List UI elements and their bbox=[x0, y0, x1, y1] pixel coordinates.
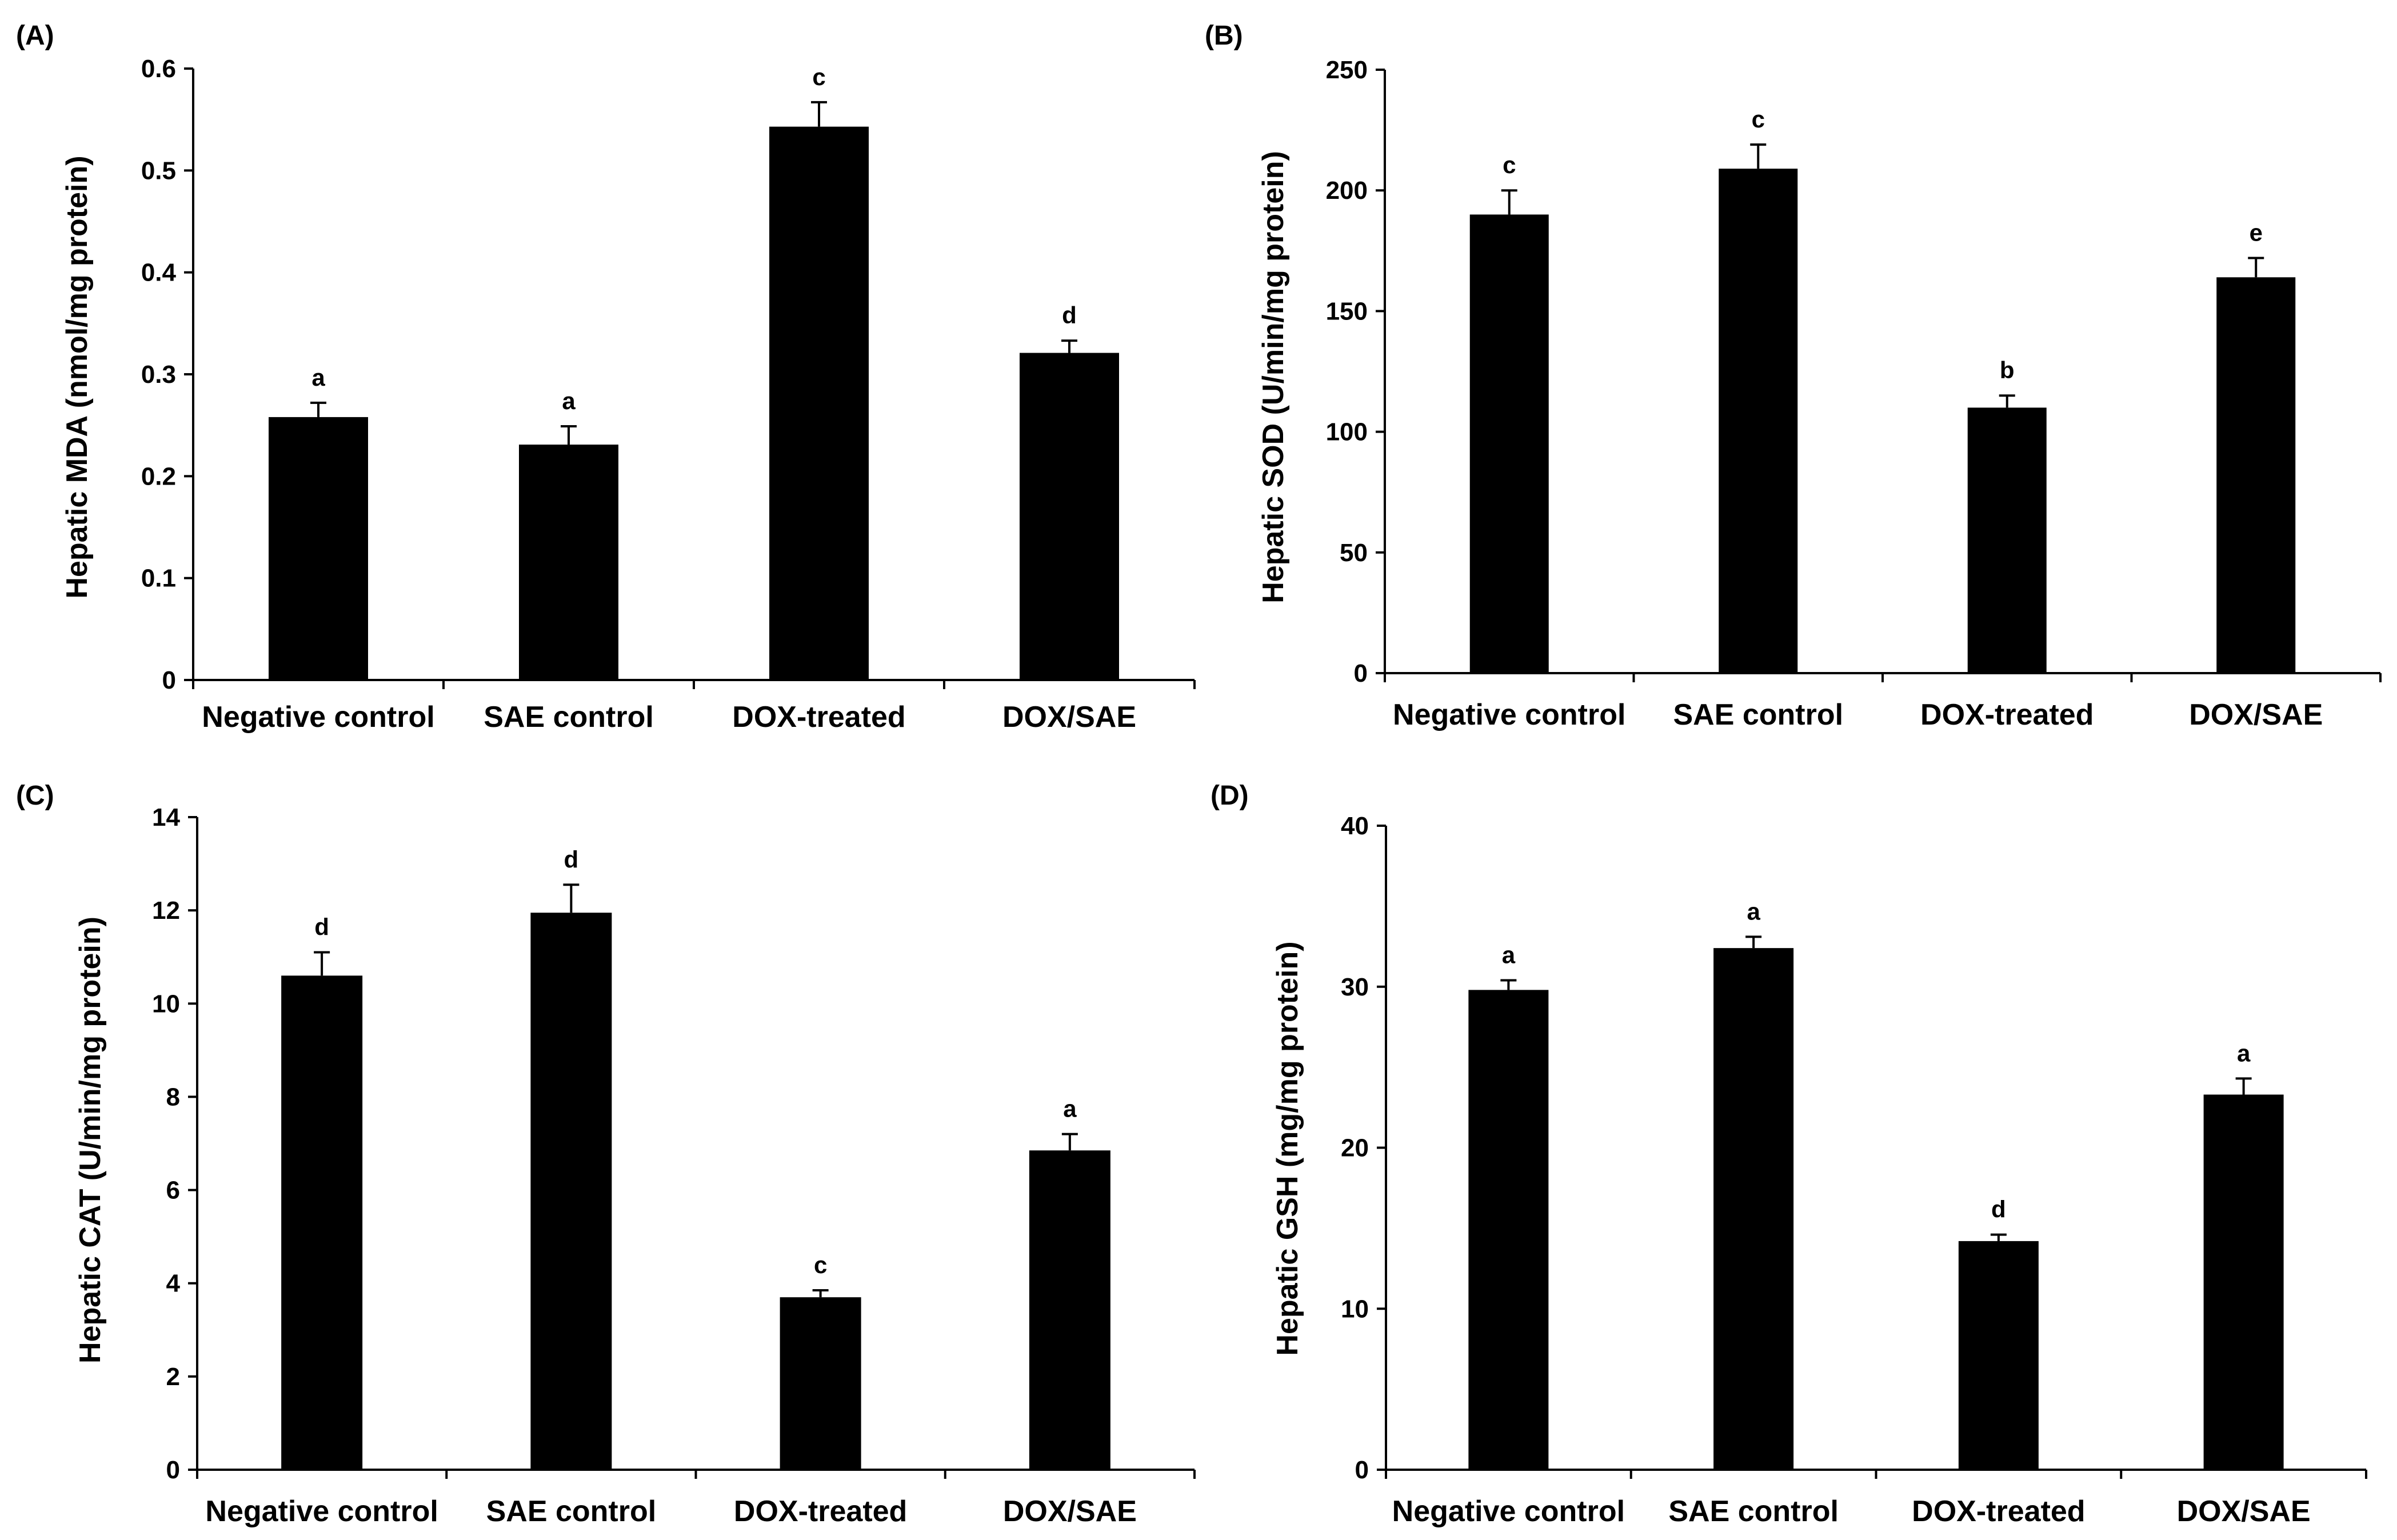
panel-a: (A) Hepatic MDA (nmol/mg protein) 0 0.1 0.… bbox=[16, 21, 1196, 734]
panel-d-y-tick-label: 0 bbox=[1355, 1456, 1369, 1484]
panel-b-y-tick-label: 150 bbox=[1326, 297, 1368, 325]
panel-a-significance-letter: a bbox=[562, 387, 576, 414]
panel-d-significance-letter: a bbox=[1747, 898, 1760, 925]
panel-a-significance-letter: a bbox=[311, 364, 325, 391]
panel-a-category-label: DOX-treated bbox=[732, 701, 905, 734]
panel-b-bar bbox=[1719, 169, 1798, 674]
panel-a-bar bbox=[519, 445, 618, 680]
panel-b-y-tick-label: 50 bbox=[1340, 539, 1368, 567]
panel-a-category-label: Negative control bbox=[202, 701, 434, 734]
panel-d-bar bbox=[1713, 948, 1794, 1470]
panel-b: (B) Hepatic SOD (U/min/mg protein) 0 50 10… bbox=[1205, 21, 2382, 731]
panel-c-y-tick-label: 14 bbox=[152, 803, 180, 831]
panel-c-y-tick-label: 8 bbox=[166, 1083, 180, 1111]
panel-a-y-tick-label: 0.5 bbox=[141, 157, 176, 185]
panel-b-y-axis-label: Hepatic SOD (U/min/mg protein) bbox=[1257, 151, 1290, 603]
panel-c-y-tick-label: 6 bbox=[166, 1177, 180, 1205]
panel-b-y-tick-label: 100 bbox=[1326, 418, 1368, 446]
panel-a-bar bbox=[769, 126, 869, 680]
panel-c-label: (C) bbox=[16, 781, 54, 811]
panel-b-y-tick-label: 250 bbox=[1326, 56, 1368, 84]
panel-d: (D) Hepatic GSH (mg/mg protein) 0 10 20 30 4… bbox=[1211, 781, 2367, 1528]
panel-a-plot: 0 0.1 0.2 0.3 0.4 0.5 0.6 a Negative control a SAE… bbox=[141, 55, 1196, 734]
panel-c-y-axis-label: Hepatic CAT (U/min/mg protein) bbox=[74, 917, 107, 1363]
panel-d-category-label: DOX-treated bbox=[1912, 1495, 2085, 1528]
panel-a-y-tick-label: 0.2 bbox=[141, 462, 176, 490]
panel-d-category-label: SAE control bbox=[1668, 1495, 1839, 1528]
panel-a-y-tick-label: 0.4 bbox=[141, 259, 177, 287]
panel-a-significance-letter: c bbox=[812, 63, 825, 90]
panel-b-category-label: DOX-treated bbox=[1920, 698, 2094, 731]
panel-d-bar bbox=[1468, 990, 1549, 1470]
panel-d-category-label: Negative control bbox=[1392, 1495, 1625, 1528]
panel-b-category-label: SAE control bbox=[1673, 698, 1843, 731]
panel-a-category-label: SAE control bbox=[484, 701, 654, 734]
panel-b-significance-letter: c bbox=[1752, 106, 1765, 133]
panel-a-y-tick-label: 0.6 bbox=[141, 55, 176, 83]
panel-c-y-tick-label: 10 bbox=[152, 990, 180, 1018]
panel-a-y-axis-label: Hepatic MDA (nmol/mg protein) bbox=[61, 155, 94, 598]
panel-d-bar bbox=[1958, 1241, 2039, 1470]
panel-c-bar bbox=[530, 913, 612, 1470]
panel-b-bar bbox=[1469, 214, 1549, 673]
panel-b-y-tick-label: 200 bbox=[1326, 177, 1368, 205]
panel-a-significance-letter: d bbox=[1062, 302, 1077, 329]
panel-c-y-tick-label: 4 bbox=[166, 1270, 181, 1298]
panel-c-y-tick-label: 2 bbox=[166, 1363, 180, 1391]
panel-d-y-axis-label: Hepatic GSH (mg/mg protein) bbox=[1271, 941, 1304, 1355]
panel-c-category-label: Negative control bbox=[205, 1495, 438, 1528]
panel-b-bar bbox=[2216, 277, 2296, 673]
panel-d-y-tick-label: 30 bbox=[1341, 973, 1369, 1001]
panel-c-bar bbox=[780, 1297, 861, 1470]
panel-b-plot: 0 50 100 150 200 250 c Negative control c SAE con… bbox=[1326, 56, 2382, 731]
panel-d-significance-letter: d bbox=[1991, 1196, 2006, 1223]
panel-b-significance-letter: c bbox=[1503, 151, 1516, 178]
panel-a-label: (A) bbox=[16, 21, 54, 51]
panel-d-y-tick-label: 40 bbox=[1341, 812, 1369, 840]
panel-d-y-tick-label: 10 bbox=[1341, 1295, 1369, 1323]
panel-b-y-tick-label: 0 bbox=[1354, 659, 1368, 687]
panel-b-significance-letter: b bbox=[2000, 357, 2015, 383]
panel-a-y-tick-label: 0.3 bbox=[141, 361, 176, 389]
panel-c-y-tick-label: 12 bbox=[152, 897, 180, 925]
panel-b-category-label: Negative control bbox=[1393, 698, 1625, 731]
panel-a-category-label: DOX/SAE bbox=[1002, 701, 1136, 734]
panel-c-category-label: SAE control bbox=[486, 1495, 657, 1528]
panel-c-bar bbox=[1029, 1150, 1110, 1470]
panel-c-y-tick-label: 0 bbox=[166, 1456, 180, 1484]
panel-c-category-label: DOX-treated bbox=[734, 1495, 907, 1528]
panel-c-category-label: DOX/SAE bbox=[1003, 1495, 1137, 1528]
panel-a-bar bbox=[1020, 353, 1119, 680]
panel-c-significance-letter: d bbox=[564, 846, 579, 873]
panel-c-significance-letter: d bbox=[314, 914, 329, 941]
panel-c-plot: 0 2 4 6 8 10 12 14 d Negative control d SAE control… bbox=[152, 803, 1196, 1528]
panel-a-y-tick-label: 0.1 bbox=[141, 565, 176, 593]
panel-d-y-tick-label: 20 bbox=[1341, 1134, 1369, 1162]
panel-d-label: (D) bbox=[1211, 781, 1249, 811]
panel-d-significance-letter: a bbox=[2237, 1039, 2251, 1066]
panel-a-bar bbox=[269, 417, 368, 680]
panel-d-bar bbox=[2203, 1094, 2284, 1470]
panel-b-label: (B) bbox=[1205, 21, 1243, 51]
panel-c-significance-letter: a bbox=[1063, 1095, 1077, 1122]
panel-d-significance-letter: a bbox=[1502, 941, 1516, 968]
panel-d-category-label: DOX/SAE bbox=[2177, 1495, 2311, 1528]
panel-a-y-tick-label: 0 bbox=[162, 666, 176, 694]
panel-b-category-label: DOX/SAE bbox=[2189, 698, 2323, 731]
panel-c: (C) Hepatic CAT (U/min/mg protein) 0 2 4 6 8… bbox=[16, 781, 1196, 1528]
panel-d-plot: 0 10 20 30 40 a Negative control a SAE control d D… bbox=[1341, 812, 2367, 1528]
panel-c-bar bbox=[281, 975, 363, 1470]
panel-c-significance-letter: c bbox=[814, 1251, 827, 1278]
panel-b-significance-letter: e bbox=[2250, 219, 2263, 246]
panel-b-bar bbox=[1967, 407, 2047, 673]
